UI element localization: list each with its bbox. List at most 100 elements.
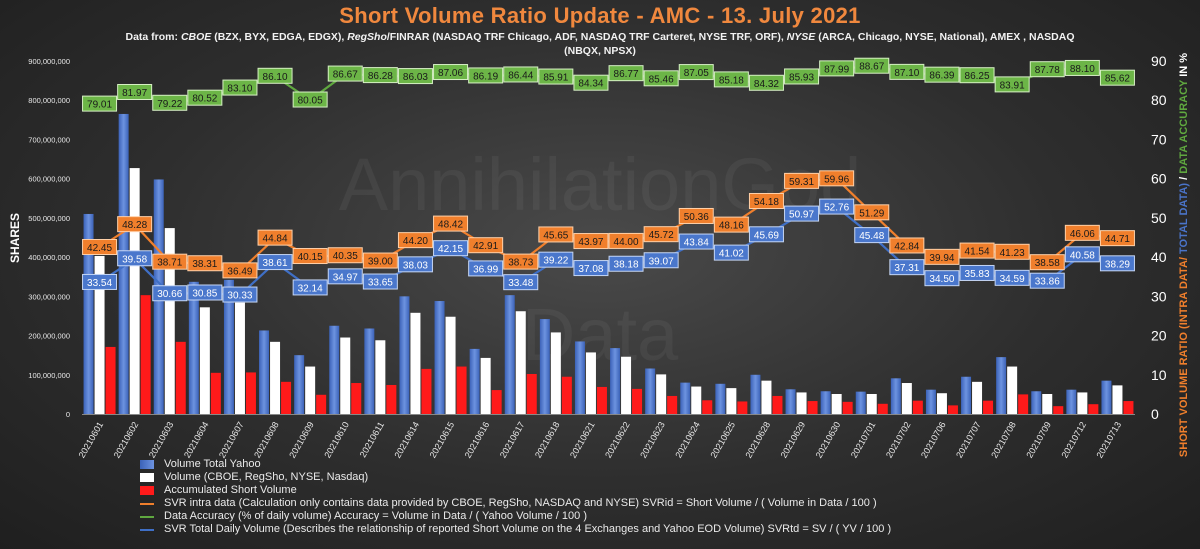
data-label-svr-total-20210712: 40.58 <box>1070 250 1095 261</box>
bar-yahoo-20210618 <box>539 319 550 414</box>
bar-yahoo-20210622 <box>610 348 621 414</box>
label-box-svr-total-20210630 <box>819 198 855 215</box>
bar-yahoo-20210624 <box>680 382 691 414</box>
data-label-accuracy-20210602: 81.97 <box>122 88 147 99</box>
data-label-svr-total-20210628: 45.69 <box>754 230 779 241</box>
label-box-accuracy-20210624 <box>678 64 714 81</box>
subtitle-prefix: Data from: <box>125 31 181 43</box>
x-tick-label-20210616: 20210616 <box>463 420 492 460</box>
label-box-accuracy-20210709 <box>1029 61 1065 78</box>
bar-short-20210617 <box>526 373 537 414</box>
bar-volume-20210622 <box>621 356 632 414</box>
data-label-svr-intra-20210622: 44.00 <box>614 237 639 248</box>
label-box-accuracy-20210708 <box>994 76 1030 93</box>
bar-yahoo-20210708 <box>996 357 1007 414</box>
data-label-svr-intra-20210614: 44.20 <box>403 236 428 247</box>
label-box-svr-intra-20210701 <box>854 204 890 221</box>
x-tick-label-20210624: 20210624 <box>673 420 702 460</box>
label-box-svr-total-20210621 <box>573 260 609 277</box>
subtitle-cboe-detail: (BZX, BYX, EDGA, EDGX), <box>211 31 348 43</box>
subtitle-regsho-detail: /FINRAR (NASDAQ TRF Chicago, ADF, NASDAQ… <box>386 31 787 43</box>
label-box-accuracy-20210601 <box>82 95 118 112</box>
bar-short-20210706 <box>947 405 958 414</box>
y2-tick-label: 50 <box>1151 210 1167 226</box>
y2-tick-label: 80 <box>1151 92 1167 108</box>
bar-yahoo-20210611 <box>364 328 375 414</box>
x-tick-label-20210615: 20210615 <box>428 420 457 460</box>
data-label-svr-intra-20210617: 38.73 <box>508 258 533 269</box>
x-tick-label-20210621: 20210621 <box>568 420 597 460</box>
data-label-accuracy-20210625: 85.18 <box>719 75 744 86</box>
y-tick-label: 300,000,000 <box>28 292 70 301</box>
x-tick-label-20210614: 20210614 <box>392 420 421 460</box>
label-box-svr-intra-20210630 <box>819 170 855 187</box>
label-box-svr-total-20210607 <box>222 286 258 303</box>
x-tick-label-20210712: 20210712 <box>1059 420 1088 460</box>
chart-subtitle: Data from: CBOE (BZX, BYX, EDGA, EDGX), … <box>120 30 1080 58</box>
legend-entry: Volume Total Yahoo <box>140 458 1180 471</box>
label-box-accuracy-20210712 <box>1064 59 1100 76</box>
label-box-svr-total-20210614 <box>397 256 433 273</box>
bar-yahoo-20210625 <box>715 383 726 414</box>
data-label-accuracy-20210707: 86.25 <box>965 71 990 82</box>
bar-volume-20210614 <box>410 312 421 414</box>
x-tick-label-20210702: 20210702 <box>884 420 913 460</box>
data-label-svr-intra-20210701: 51.29 <box>859 208 884 219</box>
label-box-accuracy-20210614 <box>397 68 433 85</box>
data-label-svr-total-20210616: 36.99 <box>473 264 498 275</box>
bar-yahoo-20210616 <box>469 348 480 414</box>
label-box-accuracy-20210608 <box>257 67 293 84</box>
data-label-svr-total-20210623: 39.07 <box>649 256 674 267</box>
label-box-svr-total-20210618 <box>538 251 574 268</box>
y-tick-label: 600,000,000 <box>28 175 70 184</box>
label-box-accuracy-20210609 <box>292 91 328 108</box>
data-label-accuracy-20210629: 85.93 <box>789 72 814 83</box>
label-box-svr-total-20210708 <box>994 269 1030 286</box>
label-box-accuracy-20210621 <box>573 74 609 91</box>
y-tick-label: 900,000,000 <box>28 57 70 66</box>
label-box-accuracy-20210615 <box>433 64 469 81</box>
data-label-accuracy-20210628: 84.32 <box>754 79 779 90</box>
data-label-svr-intra-20210604: 38.31 <box>192 259 217 270</box>
bar-volume-20210617 <box>515 311 526 414</box>
label-box-svr-total-20210604 <box>187 284 223 301</box>
data-label-svr-intra-20210629: 59.31 <box>789 177 814 188</box>
y2-axis-title-part: TOTAL DATA) <box>1178 183 1190 254</box>
label-box-svr-intra-20210712 <box>1064 224 1100 241</box>
y2-tick-label: 20 <box>1151 328 1167 344</box>
data-label-accuracy-20210622: 86.77 <box>614 69 639 80</box>
label-box-svr-intra-20210708 <box>994 243 1030 260</box>
data-label-svr-total-20210701: 45.48 <box>859 231 884 242</box>
label-box-svr-total-20210617 <box>503 274 539 291</box>
data-label-accuracy-20210713: 85.62 <box>1105 74 1130 85</box>
label-box-svr-intra-20210623 <box>643 226 679 243</box>
y2-tick-label: 40 <box>1151 249 1167 265</box>
label-box-svr-intra-20210629 <box>784 172 820 189</box>
bar-short-20210603 <box>175 341 186 414</box>
data-label-accuracy-20210608: 86.10 <box>263 72 288 83</box>
bar-yahoo-20210623 <box>645 368 656 414</box>
bar-short-20210713 <box>1123 401 1134 414</box>
label-box-svr-intra-20210603 <box>152 253 188 270</box>
bar-short-20210621 <box>596 386 607 414</box>
label-box-accuracy-20210622 <box>608 65 644 82</box>
bar-volume-20210610 <box>340 337 351 414</box>
data-label-svr-total-20210611: 33.65 <box>368 278 393 289</box>
legend-entry: Data Accuracy (% of daily volume) Accura… <box>140 510 1180 523</box>
bar-yahoo-20210608 <box>259 330 270 414</box>
label-box-accuracy-20210618 <box>538 68 574 85</box>
bar-short-20210602 <box>140 295 151 414</box>
data-label-accuracy-20210617: 86.44 <box>508 70 533 81</box>
bar-volume-20210603 <box>164 228 175 414</box>
bar-short-20210623 <box>667 395 678 414</box>
data-label-svr-intra-20210608: 44.84 <box>263 234 288 245</box>
bar-yahoo-20210701 <box>855 391 866 414</box>
bar-short-20210712 <box>1088 404 1099 414</box>
data-label-svr-intra-20210624: 50.36 <box>684 212 709 223</box>
bar-yahoo-20210702 <box>890 378 901 414</box>
legend-entry: Volume (CBOE, RegSho, NYSE, Nasdaq) <box>140 471 1180 484</box>
data-label-accuracy-20210623: 85.46 <box>649 74 674 85</box>
bar-yahoo-20210617 <box>504 295 515 414</box>
label-box-svr-intra-20210601 <box>82 239 118 256</box>
